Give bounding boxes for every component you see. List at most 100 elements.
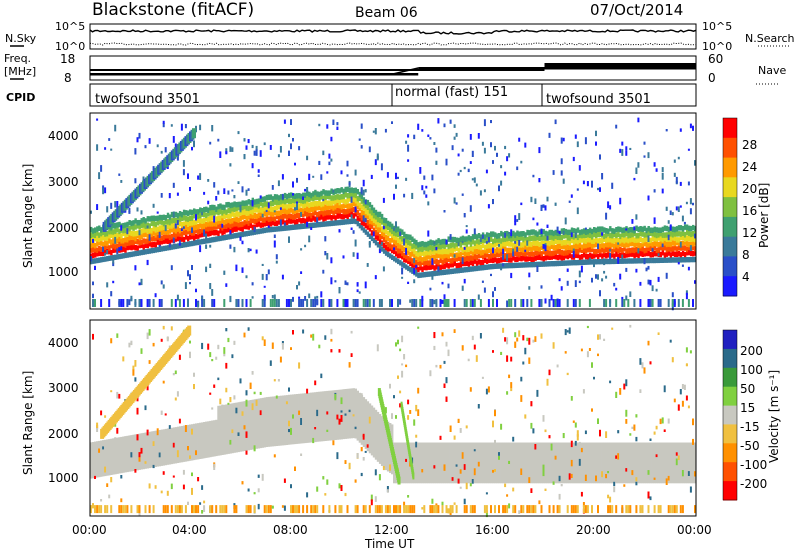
power-cell xyxy=(512,262,515,269)
power-cell xyxy=(118,241,121,247)
power-cell xyxy=(126,221,129,228)
velocity-cell xyxy=(453,435,456,440)
power-cell xyxy=(207,179,210,182)
power-cell xyxy=(538,229,541,235)
power-cell xyxy=(378,221,382,228)
power-cell xyxy=(631,231,634,238)
velocity-cell xyxy=(312,437,315,444)
velocity-cell xyxy=(249,382,252,389)
power-cell xyxy=(168,228,172,234)
velocity-cell xyxy=(679,442,683,484)
velocity-cell xyxy=(98,440,101,478)
power-cell xyxy=(687,266,690,271)
power-cell xyxy=(429,271,432,277)
power-cell xyxy=(578,237,582,244)
power-cell xyxy=(247,220,250,226)
power-cell xyxy=(207,211,210,217)
velocity-cell xyxy=(631,426,634,429)
power-cell xyxy=(449,251,452,257)
power-cell xyxy=(504,171,507,176)
power-cell xyxy=(148,241,151,247)
power-cell xyxy=(586,181,589,187)
velocity-cell xyxy=(130,505,133,514)
velocity-cell xyxy=(457,442,460,484)
velocity-cell xyxy=(685,363,688,366)
power-cell xyxy=(601,232,604,236)
power-cell xyxy=(403,231,406,238)
power-cell xyxy=(368,202,372,208)
power-cell xyxy=(558,231,561,235)
power-cell xyxy=(449,247,452,253)
velocity-cell xyxy=(370,494,373,501)
velocity-cell xyxy=(492,442,495,484)
velocity-cell xyxy=(290,427,292,435)
power-cell xyxy=(205,206,208,213)
velocity-cell xyxy=(679,389,682,395)
velocity-cell xyxy=(407,495,410,498)
power-cell xyxy=(655,227,658,233)
power-cell xyxy=(653,162,656,167)
power-cell xyxy=(572,251,575,258)
power-cell xyxy=(180,221,184,228)
power-cell xyxy=(223,188,226,194)
power-cell xyxy=(526,262,529,268)
velocity-cell xyxy=(100,410,103,416)
power-cell xyxy=(241,299,244,307)
power-cell xyxy=(362,299,365,307)
power-cell xyxy=(245,299,248,307)
velocity-cell xyxy=(136,407,139,415)
power-cell xyxy=(405,253,408,260)
power-cell xyxy=(182,215,186,221)
power-cell xyxy=(647,235,650,242)
velocity-cell xyxy=(306,393,309,443)
power-cell xyxy=(104,187,107,194)
power-cell xyxy=(643,236,646,243)
velocity-cell xyxy=(100,440,103,477)
power-cell xyxy=(296,285,298,290)
power-cell xyxy=(627,248,630,254)
power-cell xyxy=(380,233,384,240)
power-cell xyxy=(187,221,190,227)
velocity-cell xyxy=(134,434,137,471)
power-cell xyxy=(209,283,212,290)
power-cell xyxy=(106,206,109,213)
power-cell xyxy=(182,221,186,227)
power-cell xyxy=(457,172,460,176)
power-cell xyxy=(477,259,481,265)
velocity-cell xyxy=(455,442,458,484)
power-cell xyxy=(558,248,561,255)
power-cell xyxy=(283,225,287,231)
power-cell xyxy=(580,244,584,250)
power-cell xyxy=(134,230,137,237)
power-cell xyxy=(479,250,483,256)
power-cell xyxy=(395,245,398,251)
power-cell xyxy=(197,224,200,230)
power-cell xyxy=(334,208,337,215)
power-cell xyxy=(447,248,450,255)
power-cell xyxy=(382,225,385,230)
velocity-cell xyxy=(603,338,606,341)
power-cell xyxy=(637,252,640,259)
power-cell xyxy=(391,244,394,250)
power-cell xyxy=(356,282,359,287)
power-cell xyxy=(290,218,293,224)
power-cell xyxy=(469,161,472,164)
power-cell xyxy=(225,223,228,229)
velocity-cell xyxy=(148,360,151,364)
velocity-ylabel: Slant Range [km] xyxy=(21,371,35,475)
power-cell xyxy=(665,272,668,279)
power-cell xyxy=(197,217,200,224)
power-cell xyxy=(574,248,578,255)
velocity-cell xyxy=(510,356,513,362)
power-cell xyxy=(122,241,125,247)
power-cell xyxy=(534,261,537,268)
velocity-cell xyxy=(435,442,438,484)
noise-search-label: N.Search xyxy=(745,32,795,45)
power-cell xyxy=(164,147,167,153)
power-cell xyxy=(314,205,317,211)
power-cell xyxy=(219,228,222,234)
velocity-cell xyxy=(625,419,628,424)
power-cell xyxy=(277,215,281,221)
power-cell xyxy=(407,134,410,138)
power-cell xyxy=(500,265,503,271)
